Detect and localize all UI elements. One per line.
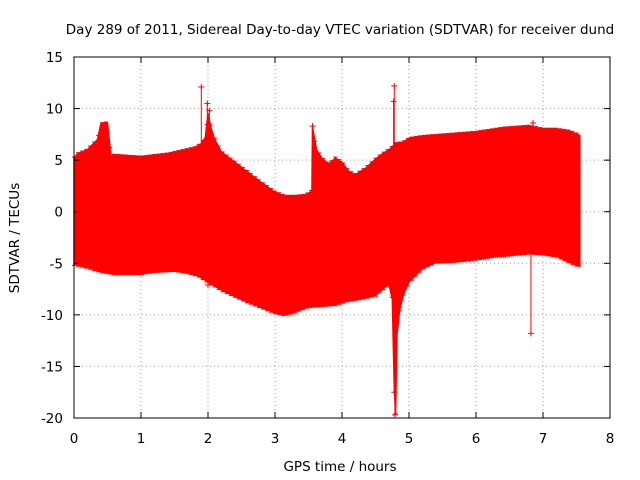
axis-layer: 0 1 2 3 4 5 6 7 8 -20 -15 -10 -5 0 5 10 15	[41, 50, 614, 447]
y-axis-label: SDTVAR / TECUs	[7, 183, 23, 293]
x-tick-label: 2	[204, 431, 213, 447]
y-tick-label: -20	[41, 411, 63, 427]
x-tick-label: 5	[405, 431, 414, 447]
y-tick-label: -15	[41, 359, 63, 375]
y-tick-label: 15	[46, 50, 63, 66]
y-tick-label: 10	[46, 102, 63, 118]
x-tick-label: 7	[539, 431, 548, 447]
x-tick-label: 0	[70, 431, 79, 447]
x-tick-label: 4	[338, 431, 347, 447]
x-tick-label: 8	[606, 431, 615, 447]
y-tick-label: 5	[54, 153, 63, 169]
x-tick-label: 3	[271, 431, 280, 447]
y-tick-label: -5	[50, 256, 63, 272]
x-axis-label: GPS time / hours	[283, 459, 396, 475]
x-tick-label: 6	[472, 431, 481, 447]
chart-title: Day 289 of 2011, Sidereal Day-to-day VTE…	[66, 22, 614, 38]
data-layer	[72, 82, 581, 418]
y-tick-label: -10	[41, 308, 63, 324]
x-tick-label: 1	[137, 431, 146, 447]
data-band	[73, 112, 581, 414]
y-tick-label: 0	[54, 205, 63, 221]
